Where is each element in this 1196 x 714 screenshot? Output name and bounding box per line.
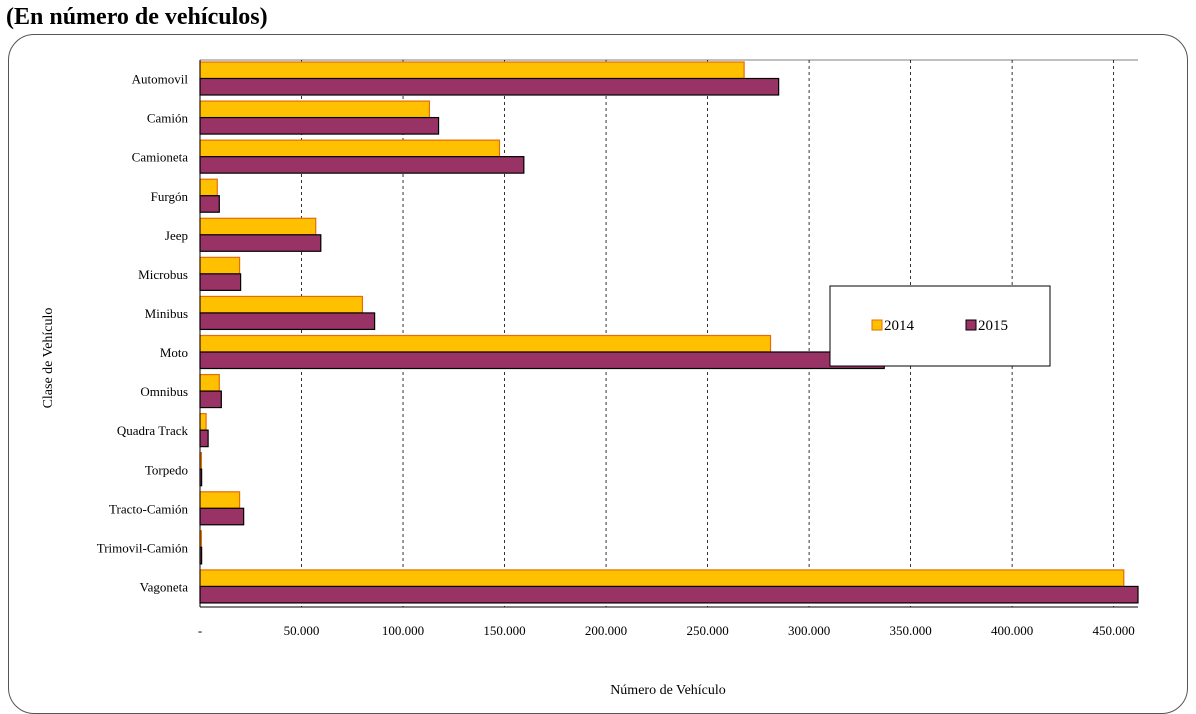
bar-2014-3 [199, 178, 218, 197]
bar-2015-11 [199, 507, 245, 526]
bar-2015-9 [199, 429, 209, 448]
bar-2015-8 [199, 390, 222, 409]
bar-2015-3 [199, 195, 220, 213]
x-tick-label: 150.000 [483, 623, 525, 638]
legend-swatch-2015 [965, 319, 977, 331]
bar-2015-7 [199, 351, 885, 370]
category-label: Quadra Track [117, 423, 189, 438]
bar-2014-5 [199, 256, 241, 275]
category-label: Automovil [132, 72, 189, 87]
y-axis-title: Clase de Vehículo [41, 308, 56, 409]
x-tick-label: 100.000 [382, 623, 424, 638]
legend: 2014 2015 [829, 285, 1051, 367]
x-tick-label: 400.000 [991, 623, 1033, 638]
category-label: Omnibus [140, 384, 188, 399]
bar-2015-4 [199, 234, 322, 252]
legend-label-2014: 2014 [884, 318, 915, 334]
x-tick-label: 450.000 [1093, 623, 1135, 638]
category-label: Tracto-Camión [109, 501, 188, 516]
bar-2015-2 [199, 156, 525, 174]
legend-label-2015: 2015 [978, 318, 1008, 334]
category-label: Camión [147, 111, 189, 126]
x-axis-title: Número de Vehículo [610, 683, 726, 698]
bar-2014-1 [199, 100, 431, 119]
category-label: Trimovil-Camión [97, 540, 189, 555]
x-tick-label: - [198, 623, 202, 638]
bar-2014-6 [199, 295, 364, 314]
category-label: Minibus [145, 306, 188, 321]
category-label: Camioneta [132, 150, 189, 165]
bar-2014-9 [199, 413, 207, 431]
bar-2014-0 [199, 61, 745, 80]
bar-2015-6 [199, 312, 376, 331]
page-title: (En número de vehículos) [6, 4, 268, 30]
bar-2015-13 [199, 585, 1139, 604]
x-tick-label: 350.000 [889, 623, 931, 638]
category-label: Microbus [138, 267, 188, 282]
bar-2014-8 [199, 373, 220, 392]
axes [199, 59, 1138, 608]
x-tick-label: 50.000 [284, 623, 320, 638]
x-tick-label: 200.000 [585, 623, 627, 638]
category-labels: Automovil Camión Camioneta Furgón Jeep Microb… [97, 72, 189, 595]
bar-2015-0 [199, 77, 780, 96]
bar-2015-5 [199, 273, 242, 291]
bar-2014-13 [199, 569, 1125, 588]
category-label: Jeep [165, 228, 188, 243]
tick-labels: - 50.000 100.000 150.000 200.000 250.000 300.0… [198, 623, 1135, 638]
x-tick-label: 250.000 [686, 623, 728, 638]
bar-2014-7 [199, 334, 772, 353]
category-label: Vagoneta [140, 579, 189, 594]
legend-swatch-2014 [871, 319, 883, 331]
bar-2014-2 [199, 139, 501, 158]
category-label: Furgón [151, 189, 189, 204]
legend-box [829, 285, 1051, 367]
x-tick-label: 300.000 [788, 623, 830, 638]
bars [199, 61, 1139, 604]
bar-2014-11 [199, 491, 241, 509]
bar-2015-1 [199, 116, 440, 135]
category-label: Moto [160, 345, 188, 360]
category-label: Torpedo [145, 462, 188, 477]
bar-2014-4 [199, 217, 317, 236]
